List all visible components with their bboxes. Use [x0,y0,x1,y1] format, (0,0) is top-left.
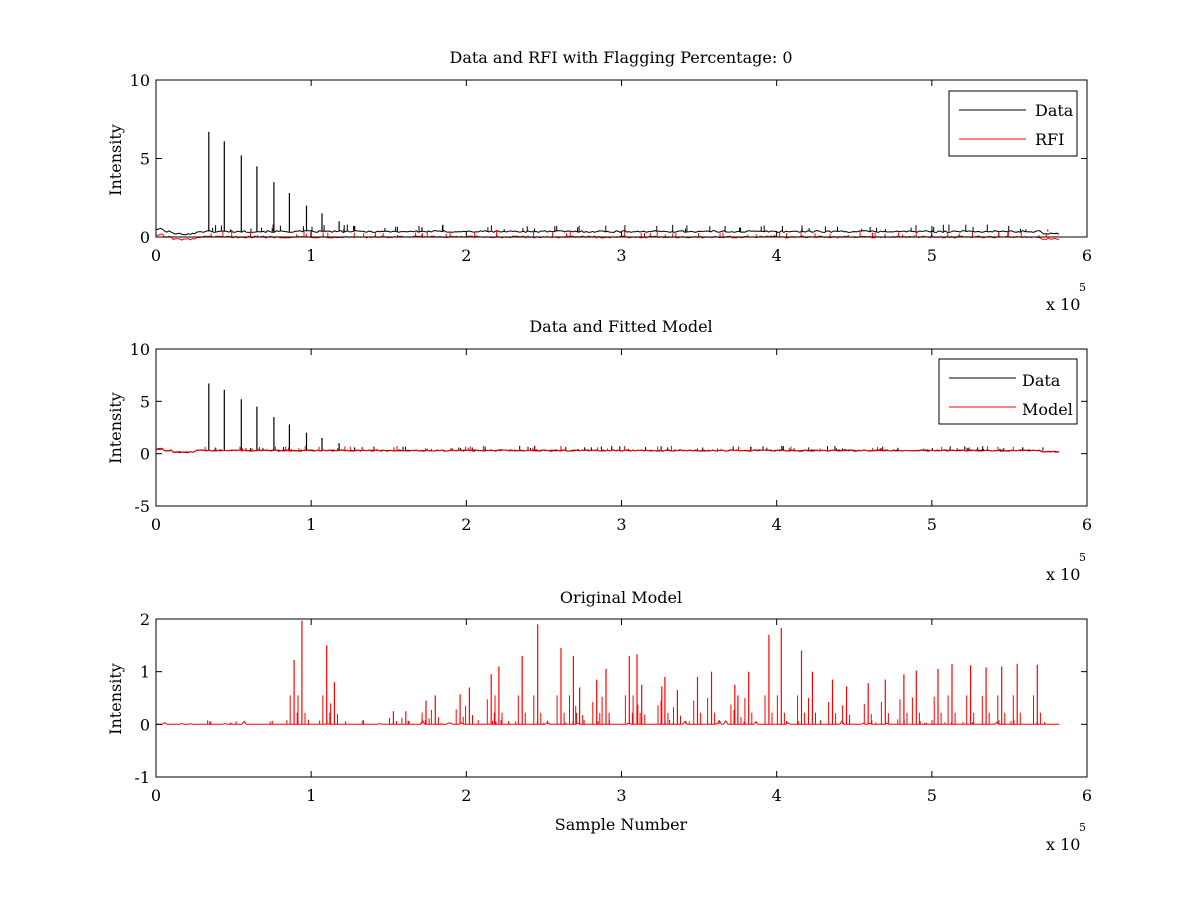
panel-3-baseline-trace [156,719,1060,725]
panel-2-y-tick-label: 5 [140,392,150,411]
panel-1-legend: Data RFI [948,90,1078,157]
panel-1-x-tick-label: 1 [306,246,316,265]
panel-2-exponent-base: x 10 [1046,565,1080,584]
panel-2-x-tick-label: 4 [772,515,782,534]
panel-3-y-tick-label: -1 [134,768,150,787]
panel-1-y-tick-label: 10 [130,71,150,90]
panel-3-exponent-power: 5 [1079,821,1086,834]
panel-2-title: Data and Fitted Model [529,317,712,336]
panel-2-x-tick-label: 6 [1082,515,1092,534]
panel-1-exponent-base: x 10 [1046,295,1080,314]
panel-1-y-tick-label: 0 [140,228,150,247]
panel-1-x-tick-label: 5 [927,246,937,265]
panel-2-legend-data-label: Data [1022,371,1061,390]
panel-2-exponent-power: 5 [1079,551,1086,564]
panel-1-ylabel: Intensity [106,124,125,196]
panel-3-x-tick-label: 3 [616,786,626,805]
panel-2-x-tick-label: 0 [151,515,161,534]
panel-2-ylabel: Intensity [106,392,125,464]
panel-3-x-tick-label: 2 [461,786,471,805]
panel-1-plot-area: 0 1 2 3 4 5 6 0 5 10 [130,71,1092,265]
panel-2-legend-box [938,358,1078,425]
panel-2-y-tick-label: -5 [134,497,150,516]
panel-3-x-tick-label: 5 [927,786,937,805]
panel-3-x-tick-label: 1 [306,786,316,805]
panel-1-y-tick-label: 5 [140,150,150,169]
panel-2-legend: Data Model [938,358,1078,425]
panel-3-x-tick-label: 6 [1082,786,1092,805]
panel-1: Data and RFI with Flagging Percentage: 0… [106,48,1092,314]
panel-2-y-tick-label: 0 [140,445,150,464]
panel-2-y-tick-label: 10 [130,340,150,359]
panel-3-y-tick-label: 2 [140,610,150,629]
panel-2-series-model [155,445,1060,454]
panel-2-x-tick-label: 1 [306,515,316,534]
panel-1-x-tick-label: 2 [461,246,471,265]
panel-1-x-tick-label: 6 [1082,246,1092,265]
panel-1-x-tick-label: 3 [616,246,626,265]
panel-3-xlabel: Sample Number [555,815,688,834]
panel-2-x-tick-label: 3 [616,515,626,534]
panel-3-x-tick-label: 0 [151,786,161,805]
panel-1-exponent-power: 5 [1079,281,1086,294]
panel-2: Data and Fitted Model Intensity 0 1 2 3 4 5 6 -… [106,317,1092,584]
panel-3-x-tick-label: 4 [772,786,782,805]
panel-3-exponent-base: x 10 [1046,835,1080,854]
panel-1-legend-data-label: Data [1035,101,1074,120]
panel-1-legend-rfi-label: RFI [1035,130,1064,149]
panel-1-x-tick-label: 4 [772,246,782,265]
panel-1-series-data [155,131,1060,236]
panel-2-x-tick-label: 2 [461,515,471,534]
panel-3-series-model [156,620,1060,725]
panel-3-y-tick-label: 1 [140,663,150,682]
panel-3-y-tick-label: 0 [140,715,150,734]
panel-2-x-tick-label: 5 [927,515,937,534]
panel-3-title: Original Model [560,588,682,607]
panel-3-ylabel: Intensity [106,663,125,735]
panel-2-legend-model-label: Model [1022,400,1073,419]
panel-1-x-tick-label: 0 [151,246,161,265]
panel-1-title: Data and RFI with Flagging Percentage: 0 [449,48,792,67]
panel-1-legend-box [948,90,1078,157]
